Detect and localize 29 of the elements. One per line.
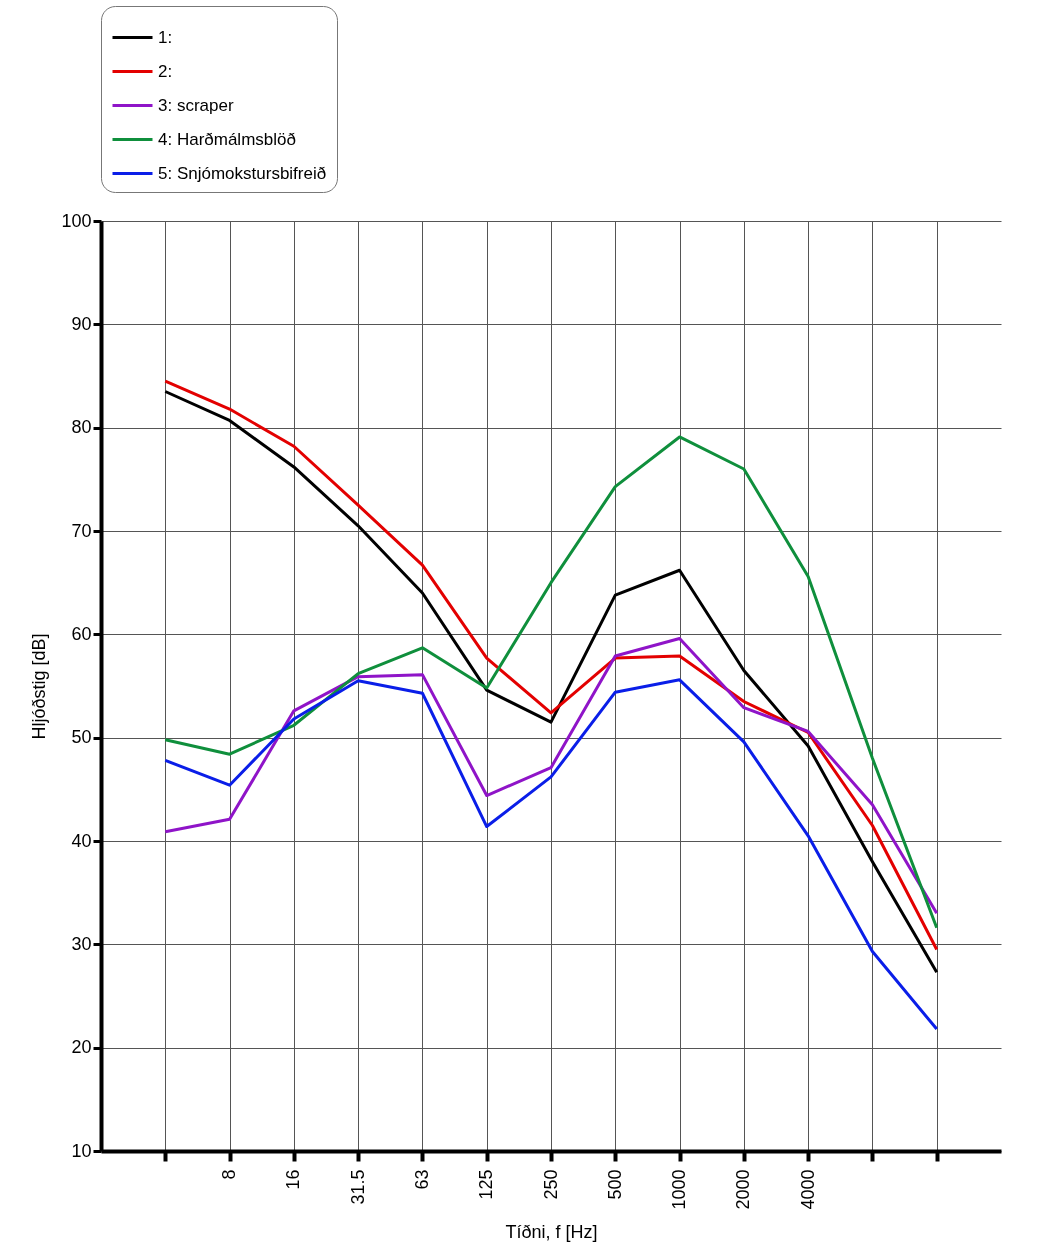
x-tick-label: 8: [219, 1169, 240, 1180]
y-tick-label: 80: [71, 417, 92, 438]
x-axis-title: Tíðni, f [Hz]: [505, 1221, 598, 1242]
x-tick-label: 2000: [733, 1169, 754, 1210]
legend-label: 2:: [158, 61, 173, 81]
y-tick-label: 50: [71, 727, 92, 748]
legend-label: 3: scraper: [158, 95, 234, 115]
x-tick-label: 16: [283, 1169, 304, 1190]
x-tick-label: 1000: [669, 1169, 690, 1210]
line-series: [163, 678, 939, 1031]
y-tick-label: 30: [71, 933, 92, 954]
x-tick-label: 4000: [797, 1169, 818, 1210]
y-tick-label: 60: [71, 623, 92, 644]
x-tick-label: 125: [476, 1169, 497, 1200]
y-tick-label: 100: [61, 210, 92, 231]
y-tick-label: 20: [71, 1037, 92, 1058]
y-axis-title: Hljóðstig [dB]: [29, 633, 50, 740]
y-tick-label: 40: [71, 830, 92, 851]
legend-label: 4: Harðmálmsblöð: [158, 129, 296, 149]
legend-label: 1:: [158, 27, 173, 47]
x-tick-label: 63: [411, 1169, 432, 1190]
y-tick-label: 90: [71, 313, 92, 334]
x-tick-label: 31.5: [347, 1169, 368, 1205]
x-tick-label: 500: [604, 1169, 625, 1200]
legend-label: 5: Snjómokstursbifreið: [158, 163, 327, 183]
x-tick-label: 250: [540, 1169, 561, 1200]
y-tick-label: 10: [71, 1140, 92, 1161]
line-series: [163, 636, 939, 915]
y-tick-label: 70: [71, 520, 92, 541]
